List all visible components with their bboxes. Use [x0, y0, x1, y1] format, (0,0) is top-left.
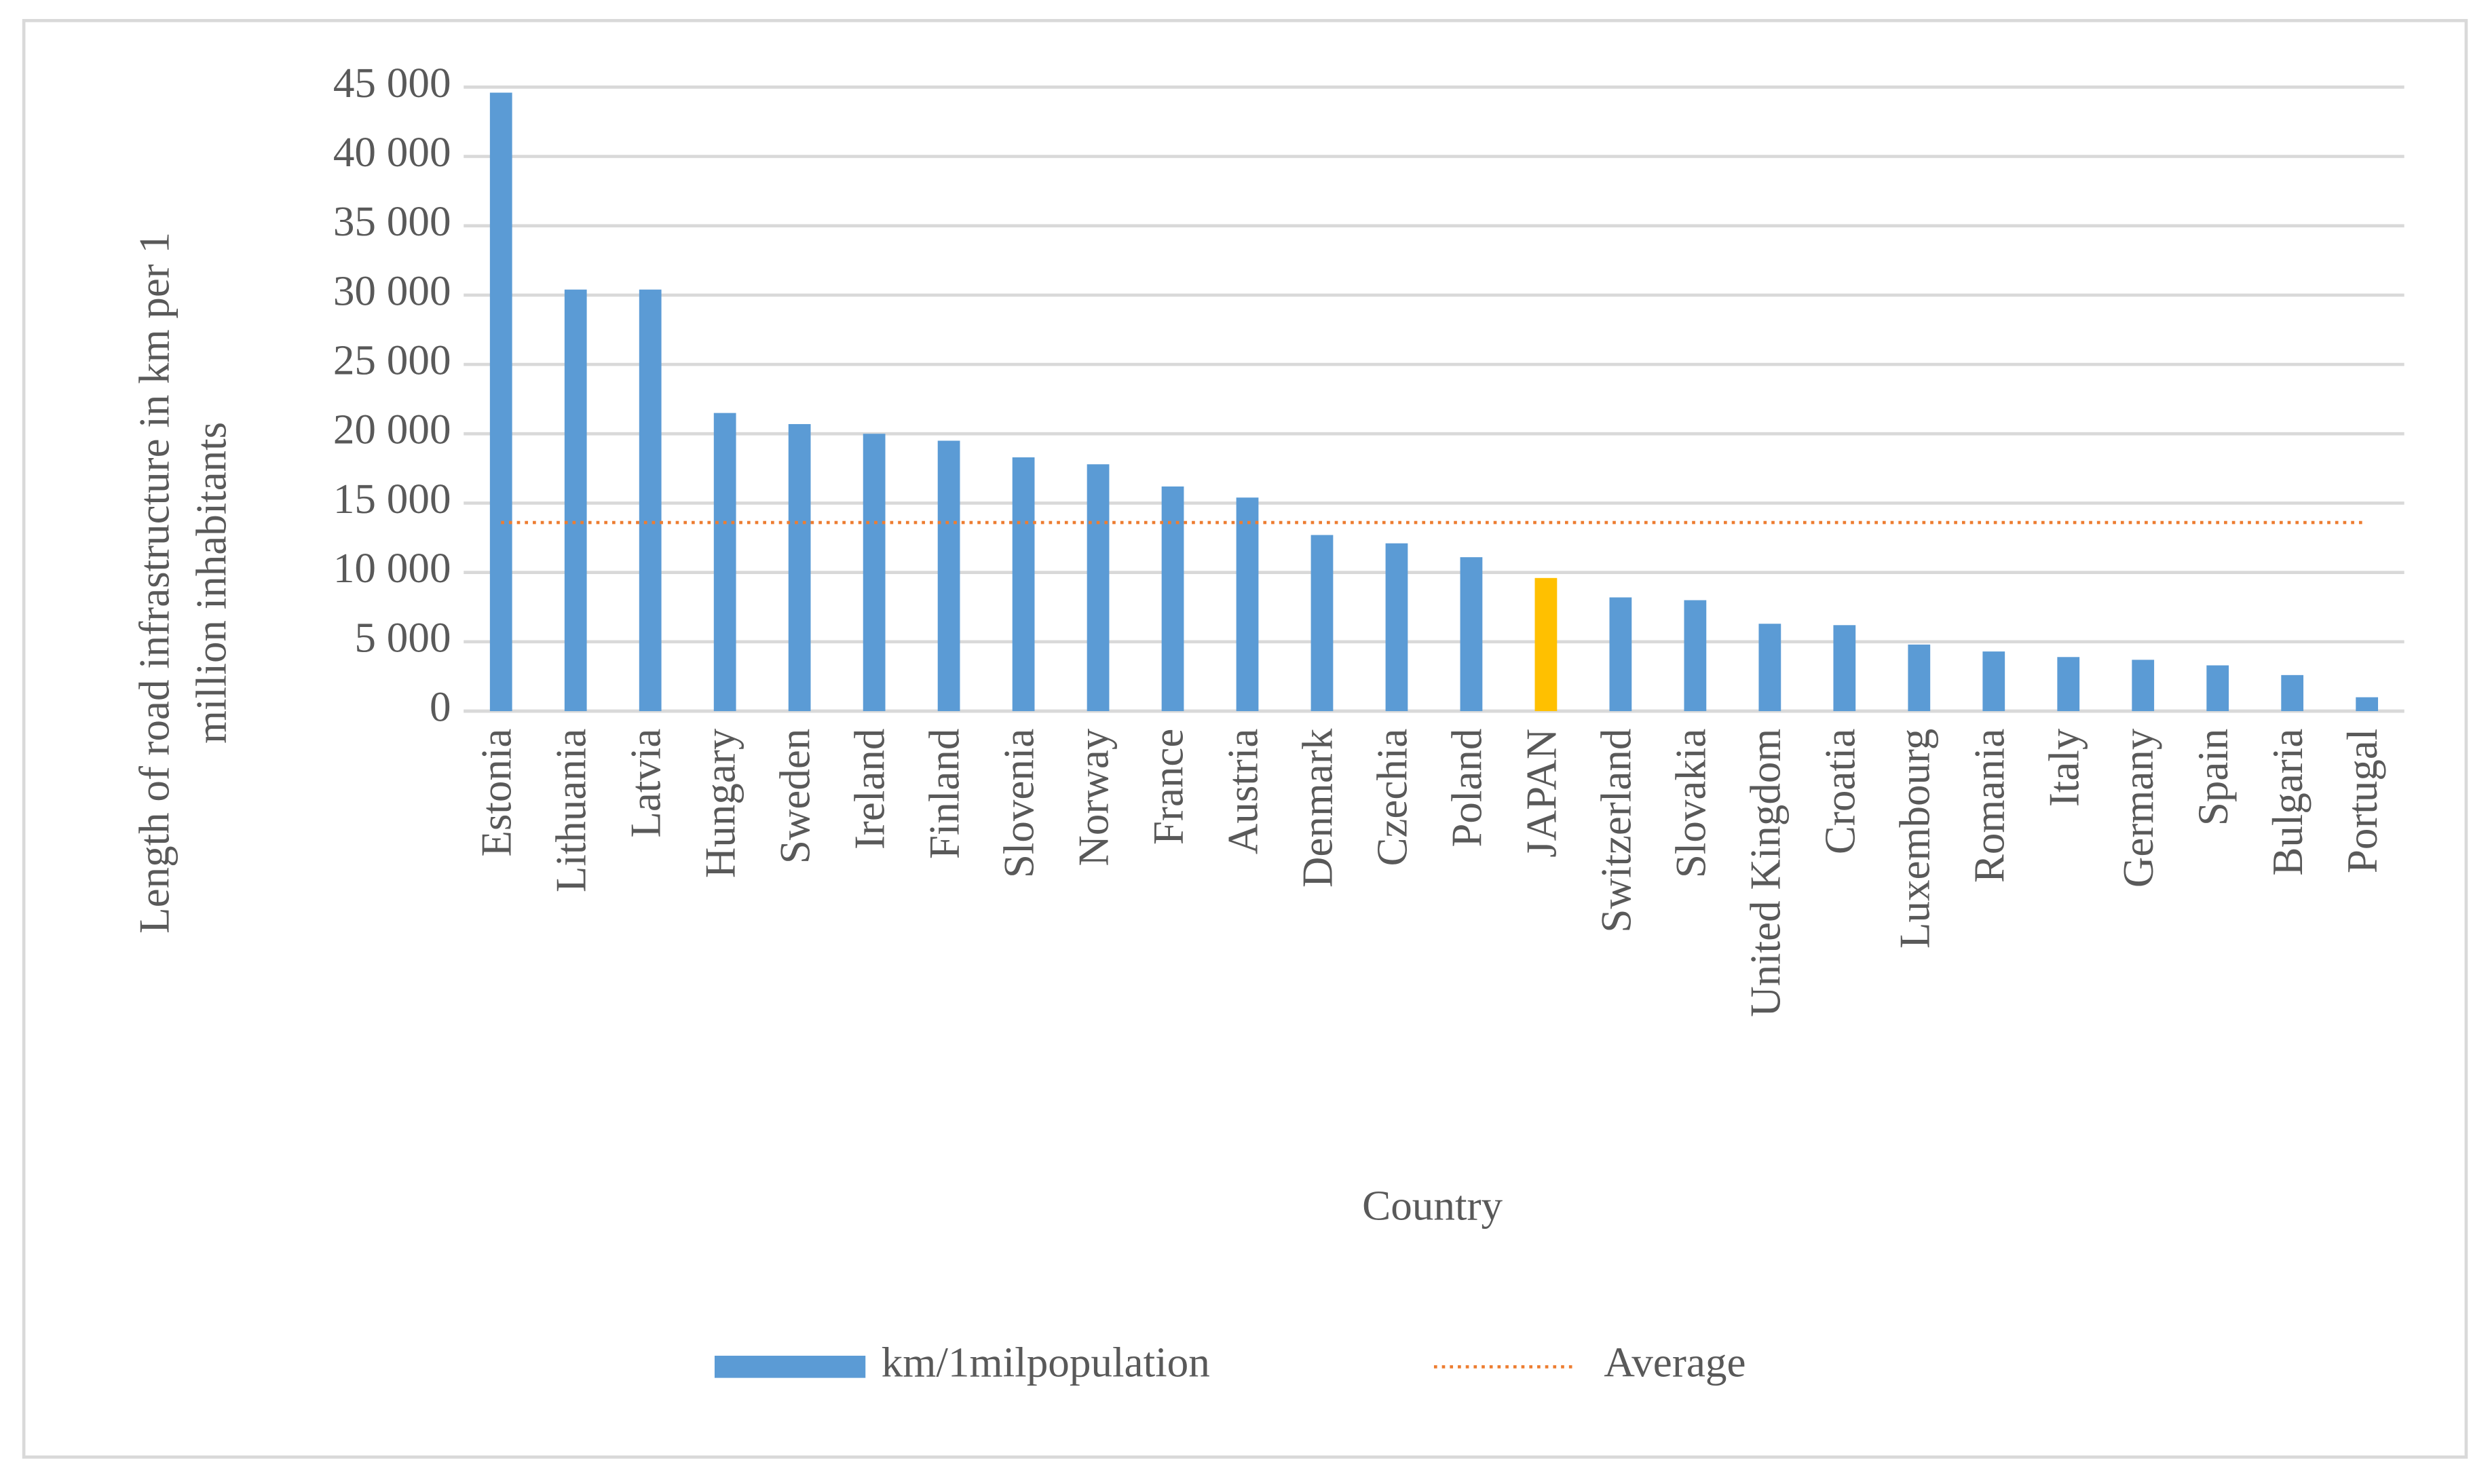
x-tick-label: Germany: [2115, 728, 2162, 888]
y-tick-label: 15 000: [333, 475, 451, 522]
y-tick-label: 10 000: [333, 544, 451, 592]
y-tick-label: 30 000: [333, 267, 451, 314]
legend-label: km/1milpopulation: [882, 1339, 1210, 1386]
x-axis-title: Country: [1362, 1182, 1503, 1230]
x-tick-label: Italy: [2040, 728, 2088, 807]
x-tick-label: Portugal: [2339, 729, 2386, 873]
bar: [2057, 657, 2080, 711]
bar: [937, 440, 960, 711]
bar: [1908, 644, 1931, 711]
x-tick-label: Ireland: [846, 729, 894, 850]
bar: [2281, 674, 2304, 711]
bar: [1385, 543, 1408, 711]
chart-border: [22, 19, 2468, 1459]
y-tick-label: 0: [430, 683, 451, 731]
bar: [564, 289, 587, 711]
bar: [1609, 597, 1632, 711]
x-tick-label: Hungary: [697, 728, 744, 878]
bar: [1087, 464, 1110, 711]
y-axis-title: million inhabitants: [188, 422, 235, 744]
bar: [863, 434, 886, 711]
x-tick-label: Croatia: [1816, 729, 1864, 854]
y-tick-label: 5 000: [354, 613, 451, 661]
y-tick-label: 35 000: [333, 197, 451, 245]
x-tick-label: Sweden: [772, 729, 819, 864]
bar: [1310, 535, 1334, 711]
x-tick-label: Spain: [2189, 729, 2237, 826]
legend-swatch: [714, 1355, 866, 1378]
x-tick-label: France: [1144, 729, 1192, 845]
bar: [2132, 660, 2155, 711]
bar: [788, 423, 811, 711]
legend-label: Average: [1604, 1339, 1746, 1386]
bar: [1534, 577, 1558, 711]
x-tick-label: Romania: [1965, 729, 2013, 883]
bar: [1161, 486, 1184, 711]
bar: [2206, 665, 2229, 711]
bar: [1012, 457, 1035, 711]
bar: [1833, 625, 1856, 711]
x-tick-label: JAPAN: [1517, 729, 1565, 858]
y-tick-label: 45 000: [333, 59, 451, 107]
x-tick-label: Norway: [1070, 728, 1117, 866]
x-tick-label: Bulgaria: [2264, 729, 2312, 876]
x-tick-label: Luxembourg: [1891, 729, 1938, 949]
bar: [2356, 697, 2379, 711]
y-tick-label: 40 000: [333, 128, 451, 176]
bar: [1982, 651, 2005, 711]
y-tick-label: 20 000: [333, 406, 451, 453]
bar: [1460, 557, 1483, 711]
bar: [713, 413, 736, 711]
x-tick-label: Estonia: [473, 729, 521, 857]
x-tick-label: Slovenia: [996, 729, 1043, 878]
x-tick-label: Finland: [921, 729, 968, 860]
y-axis-title: Length of road infrastructure in km per …: [130, 232, 178, 934]
x-tick-label: Switzerland: [1592, 729, 1640, 933]
x-tick-label: Slovakia: [1667, 729, 1714, 878]
x-tick-label: Lithuania: [548, 729, 595, 892]
x-tick-label: Czechia: [1368, 729, 1416, 867]
bar: [1236, 497, 1259, 711]
x-tick-label: Poland: [1443, 729, 1490, 848]
bar: [1758, 624, 1781, 711]
y-tick-label: 25 000: [333, 337, 451, 384]
bar: [489, 92, 512, 711]
x-tick-label: Latvia: [622, 729, 670, 838]
x-tick-label: Austria: [1219, 729, 1266, 854]
bar: [639, 289, 662, 711]
x-tick-label: United Kingdom: [1741, 729, 1789, 1017]
bar: [1684, 600, 1707, 711]
x-tick-label: Denmark: [1294, 728, 1341, 888]
